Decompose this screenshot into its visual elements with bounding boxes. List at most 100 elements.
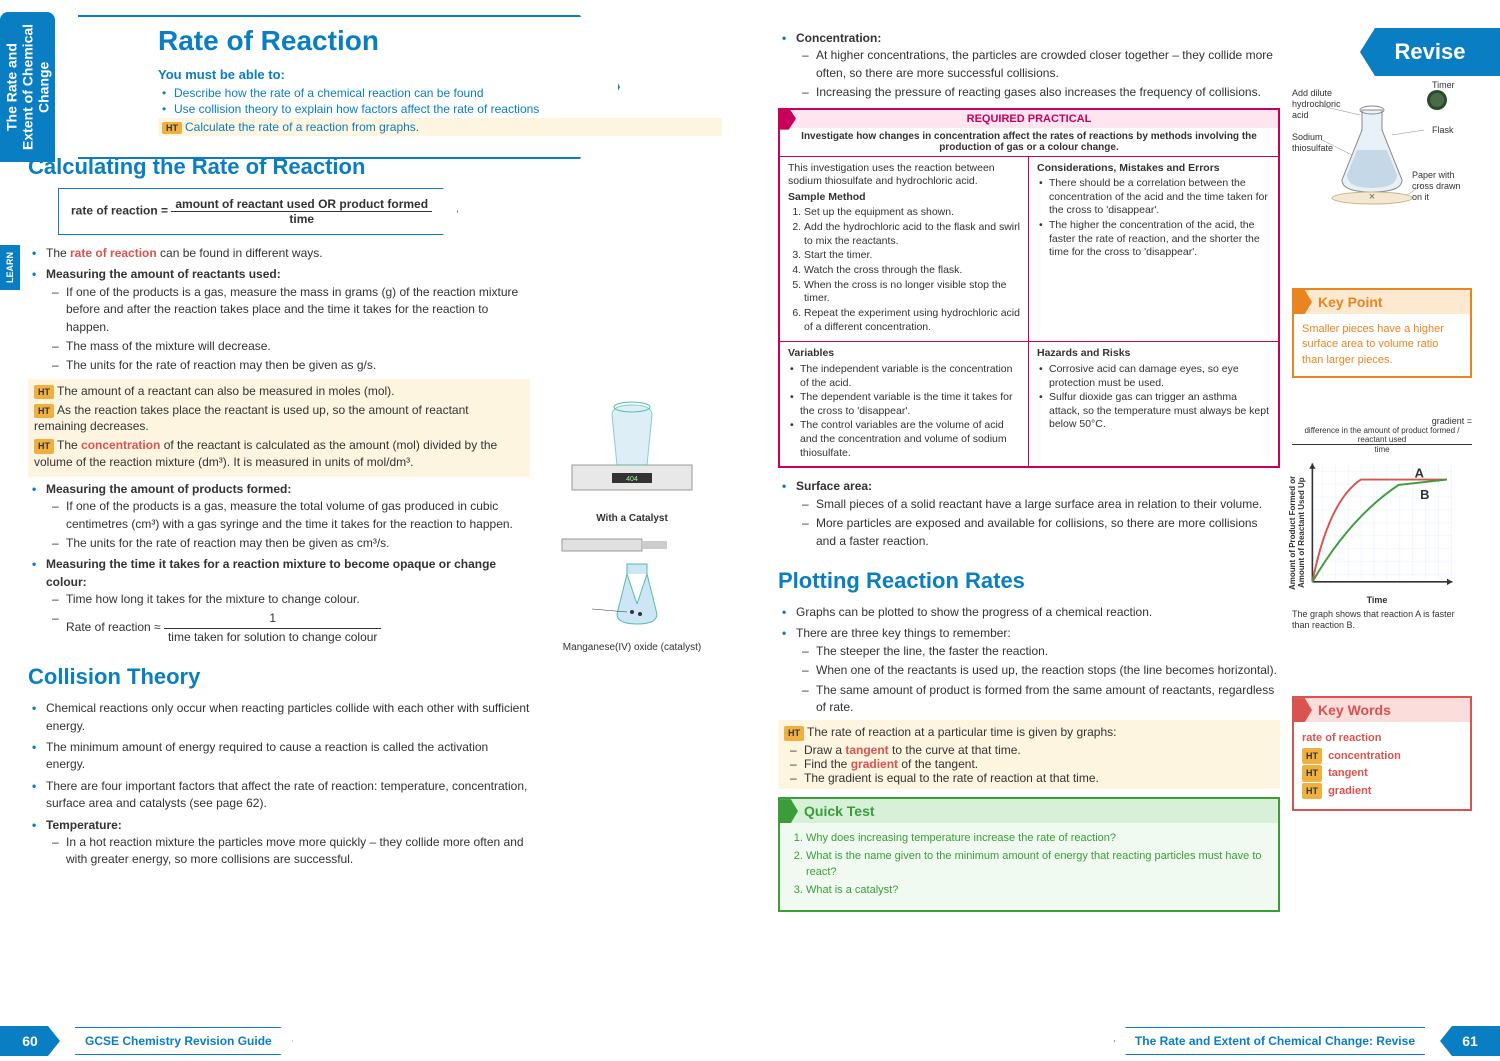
method-step: Set up the equipment as shown.: [804, 206, 1020, 220]
sub-bullet: –Find the gradient of the tangent.: [804, 757, 1274, 771]
keyword: concentration: [81, 438, 160, 452]
footer-text: GCSE Chemistry Revision Guide: [75, 1027, 293, 1055]
sub-bullet: Small pieces of a solid reactant have a …: [796, 496, 1280, 513]
bullet: There are three key things to remember: …: [778, 625, 1280, 716]
objectives-list: Describe how the rate of a chemical reac…: [158, 86, 722, 116]
catalyst-label: With a Catalyst: [542, 513, 722, 524]
keyword: tangent: [845, 743, 888, 757]
practical-considerations: Considerations, Mistakes and Errors Ther…: [1029, 157, 1278, 343]
objective-ht: HTCalculate the rate of a reaction from …: [158, 118, 722, 136]
sub-bullet: Rate of reaction ≈ 1time taken for solut…: [46, 610, 530, 646]
bullet: Measuring the amount of products formed:…: [28, 481, 530, 553]
variable: The independent variable is the concentr…: [788, 363, 1020, 390]
keyword: rate of reaction: [70, 246, 157, 260]
balance-diagram: 404: [542, 365, 722, 505]
bullet: The minimum amount of energy required to…: [28, 739, 530, 774]
sub-bullet: The units for the rate of reaction may t…: [46, 535, 530, 552]
key-point-box: Key Point Smaller pieces have a higher s…: [1292, 288, 1472, 378]
keyword-item: HT concentration: [1302, 748, 1462, 766]
ht-badge: HT: [1302, 765, 1322, 781]
bullet: The rate of reaction can be found in dif…: [28, 245, 530, 262]
section-heading: Plotting Reaction Rates: [778, 568, 1280, 594]
sub-bullet: –The gradient is equal to the rate of re…: [804, 771, 1274, 785]
keyword-item: HT tangent: [1302, 765, 1462, 783]
method-step: When the cross is no longer visible stop…: [804, 279, 1020, 306]
svg-text:404: 404: [626, 476, 638, 483]
bullet: Measuring the time it takes for a reacti…: [28, 556, 530, 646]
diagram-label: Flask: [1432, 125, 1462, 136]
practical-method: This investigation uses the reaction bet…: [780, 157, 1029, 343]
diagram-label: Timer: [1432, 80, 1462, 91]
objective-ht-text: Calculate the rate of a reaction from gr…: [185, 120, 419, 134]
ht-block: HTThe rate of reaction at a particular t…: [778, 720, 1280, 789]
svg-text:B: B: [1420, 487, 1429, 502]
bullet: Graphs can be plotted to show the progre…: [778, 604, 1280, 621]
objective: Use collision theory to explain how fact…: [158, 102, 722, 116]
sub-bullet: In a hot reaction mixture the particles …: [46, 834, 530, 869]
page-left: The Rate and Extent of Chemical Change L…: [0, 0, 750, 1061]
variable: The dependent variable is the time it ta…: [788, 391, 1020, 418]
content-block: Concentration: At higher concentrations,…: [778, 30, 1280, 102]
revise-tab: Revise: [1360, 28, 1500, 76]
bullet: Chemical reactions only occur when react…: [28, 700, 530, 735]
content-block: Surface area: Small pieces of a solid re…: [778, 478, 1280, 550]
sub-bullet: If one of the products is a gas, measure…: [46, 498, 530, 533]
illustration-column: 404 With a Catalyst Manganese(IV) oxide …: [542, 235, 722, 873]
keyword: gradient: [851, 757, 898, 771]
sub-bullet: Time how long it takes for the mixture t…: [46, 591, 530, 608]
keyword-item: rate of reaction: [1302, 730, 1462, 748]
page-title: Rate of Reaction: [158, 25, 722, 57]
gradient-formula: gradient = difference in the amount of p…: [1292, 416, 1472, 454]
ht-badge: HT: [34, 385, 54, 400]
practical-subtitle: Investigate how changes in concentration…: [780, 128, 1278, 157]
bullet: Measuring the amount of reactants used: …: [28, 266, 530, 374]
ht-block: HTThe amount of a reactant can also be m…: [28, 379, 530, 477]
quick-test-question: What is the name given to the minimum am…: [806, 849, 1270, 880]
svg-text:A: A: [1415, 466, 1424, 481]
catalyst-diagram: [542, 524, 722, 634]
quick-test-question: What is a catalyst?: [806, 883, 1270, 898]
ht-badge: HT: [162, 122, 182, 134]
footer-text: The Rate and Extent of Chemical Change: …: [1114, 1027, 1425, 1055]
sub-bullet: More particles are exposed and available…: [796, 515, 1280, 550]
flask-diagram: × Add dilute hydrochloric acid Sodium th…: [1292, 80, 1462, 210]
graph-caption: The graph shows that reaction A is faste…: [1292, 609, 1462, 631]
sub-bullet: Increasing the pressure of reacting gase…: [796, 84, 1280, 101]
learn-tab: LEARN: [0, 245, 20, 290]
key-point-body: Smaller pieces have a higher surface are…: [1294, 314, 1470, 376]
key-words-box: Key Words rate of reaction HT concentrat…: [1292, 696, 1472, 810]
diagram-label: Add dilute hydrochloric acid: [1292, 88, 1342, 120]
consideration: The higher the concentration of the acid…: [1037, 219, 1270, 260]
consideration: There should be a correlation between th…: [1037, 177, 1270, 218]
ht-badge: HT: [34, 439, 54, 454]
bullet: Temperature: In a hot reaction mixture t…: [28, 817, 530, 869]
quick-test-question: Why does increasing temperature increase…: [806, 831, 1270, 846]
sub-bullet: If one of the products is a gas, measure…: [46, 284, 530, 336]
practical-hazards: Hazards and Risks Corrosive acid can dam…: [1029, 342, 1278, 466]
objective: Describe how the rate of a chemical reac…: [158, 86, 722, 100]
sub-bullet: When one of the reactants is used up, th…: [796, 662, 1280, 679]
ht-badge: HT: [1302, 748, 1322, 764]
section-heading: Collision Theory: [28, 664, 530, 690]
bullet: Concentration: At higher concentrations,…: [778, 30, 1280, 102]
method-step: Watch the cross through the flask.: [804, 264, 1020, 278]
key-point-title: Key Point: [1294, 290, 1470, 314]
page-number: 61: [1440, 1026, 1500, 1056]
sub-bullet: –Draw a tangent to the curve at that tim…: [804, 743, 1274, 757]
page-number: 60: [0, 1026, 60, 1056]
svg-text:×: ×: [1369, 191, 1375, 203]
bullet: Surface area: Small pieces of a solid re…: [778, 478, 1280, 550]
graph-ylabel: Amount of Product Formed or Amount of Re…: [1288, 468, 1298, 598]
content-block: Graphs can be plotted to show the progre…: [778, 604, 1280, 789]
keyword-item: HT gradient: [1302, 783, 1462, 801]
sub-bullet: The steeper the line, the faster the rea…: [796, 643, 1280, 660]
catalyst-sublabel: Manganese(IV) oxide (catalyst): [542, 642, 722, 653]
formula-denominator: time: [171, 212, 432, 226]
title-section: Rate of Reaction You must be able to: De…: [158, 25, 722, 136]
practical-variables: Variables The independent variable is th…: [780, 342, 1029, 466]
sub-bullet: At higher concentrations, the particles …: [796, 47, 1280, 82]
method-step: Repeat the experiment using hydrochloric…: [804, 307, 1020, 334]
rate-formula: rate of reaction = amount of reactant us…: [58, 188, 458, 235]
ht-badge: HT: [34, 404, 54, 419]
content-block: Chemical reactions only occur when react…: [28, 700, 530, 869]
